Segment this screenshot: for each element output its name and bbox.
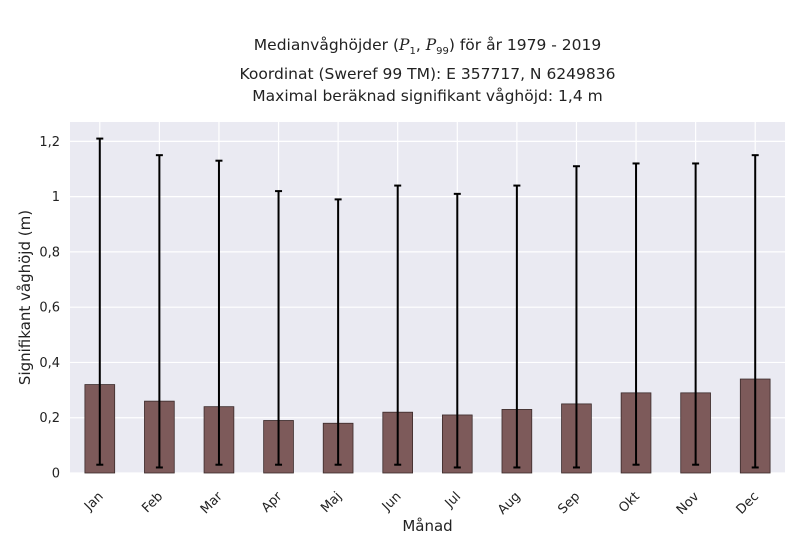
title-line-1: Medianvåghöjder (P1, P99) för år 1979 - … [70,34,785,63]
x-tick-label: Dec [734,489,762,517]
title-line-3: Maximal beräknad signifikant våghöjd: 1,… [252,87,603,106]
x-tick-label: Nov [674,489,703,518]
y-tick-label: 0 [52,467,60,482]
y-tick-label: 1 [52,190,60,205]
x-tick-label: Feb [139,489,166,516]
plot-area [70,122,785,473]
x-tick-label: Apr [259,489,286,516]
title-separator: , [415,36,426,54]
p1-subscript: 1 [409,46,416,58]
x-axis-label: Månad [402,517,452,535]
x-tick-label: Aug [495,489,524,518]
title-suffix: ) för år 1979 - 2019 [448,36,602,54]
error-bars [96,137,759,469]
x-tick-label: Maj [318,489,345,516]
y-tick-label: 0,4 [39,356,60,371]
y-tick-label: 0,2 [39,411,60,426]
x-tick-label: Jan [81,489,106,514]
x-tick-label: Jun [379,489,405,515]
x-tick-label: Sep [555,489,583,517]
p99-symbol: P [426,36,436,54]
chart-title: Medianvåghöjder (P1, P99) för år 1979 - … [70,34,785,107]
title-line-2: Koordinat (Sweref 99 TM): E 357717, N 62… [239,65,616,84]
x-tick-label: Jul [442,489,464,511]
p1-symbol: P [399,36,409,54]
y-tick-labels: 0 0,2 0,4 0,6 0,8 1 1,2 [39,135,60,482]
x-tick-label: Mar [198,489,226,517]
p99-subscript: 99 [436,46,449,58]
p99-letter: P [425,36,437,54]
x-tick-label: Okt [616,489,643,516]
y-axis-label: Signifikant våghöjd (m) [16,210,34,385]
y-gridlines [70,140,785,474]
title-prefix: Medianvåghöjder ( [253,36,400,54]
x-tick-labels: Jan Feb Mar Apr Maj Jun Jul Aug Sep Okt Nov Dec [81,489,762,518]
y-tick-label: 0,6 [39,301,60,316]
y-tick-label: 1,2 [39,135,60,150]
y-tick-label: 0,8 [39,245,60,260]
p1-letter: P [399,36,410,54]
